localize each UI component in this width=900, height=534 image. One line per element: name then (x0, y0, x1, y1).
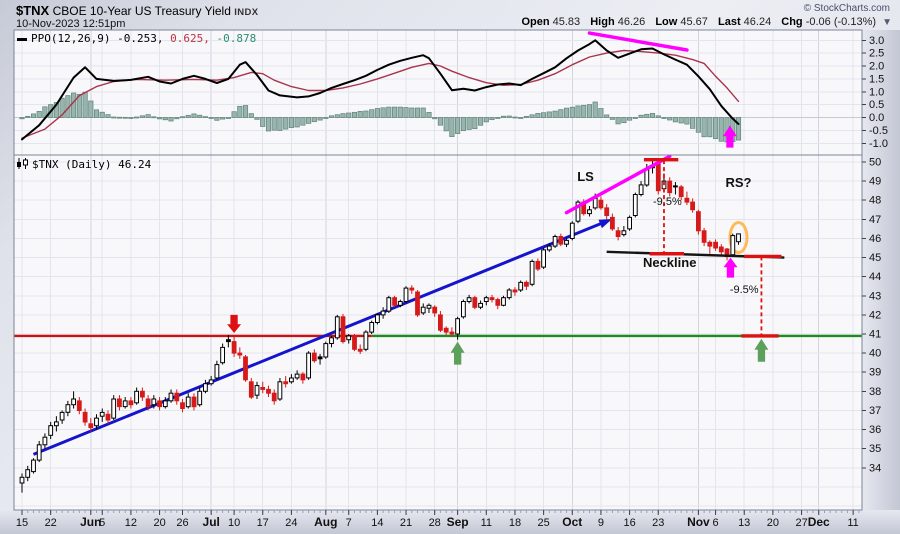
svg-text:28: 28 (429, 517, 441, 529)
ppo-hist-value: -0.878 (216, 32, 257, 45)
svg-text:Oct: Oct (562, 515, 582, 529)
svg-text:27: 27 (795, 517, 807, 529)
svg-text:7: 7 (346, 517, 352, 529)
svg-text:48: 48 (869, 195, 881, 207)
ppo-legend-name: PPO(12,26,9) (31, 32, 111, 45)
svg-text:43: 43 (869, 290, 881, 302)
svg-text:50: 50 (869, 157, 881, 169)
high-label: High (590, 16, 615, 28)
svg-text:-1.0: -1.0 (869, 138, 888, 150)
svg-text:3.0: 3.0 (869, 35, 884, 47)
svg-text:15: 15 (16, 517, 28, 529)
svg-text:Jul: Jul (203, 515, 220, 529)
chg-label: Chg (781, 16, 803, 28)
svg-text:44: 44 (869, 271, 881, 283)
ppo-signal-value: 0.625, (170, 32, 210, 45)
high-value: 46.26 (617, 16, 646, 28)
svg-text:34: 34 (869, 462, 881, 474)
svg-text:40: 40 (869, 348, 881, 360)
svg-text:0.0: 0.0 (869, 112, 884, 124)
svg-text:5: 5 (99, 517, 105, 529)
last-value: 46.24 (743, 16, 772, 28)
svg-text:12: 12 (125, 517, 137, 529)
open-value: 45.83 (552, 16, 581, 28)
svg-text:13: 13 (738, 517, 750, 529)
open-label: Open (521, 16, 550, 28)
quote-summary: Open 45.83 High 46.26 Low 45.67 Last 46.… (514, 16, 892, 28)
chevron-down-icon[interactable]: ▼ (882, 17, 892, 28)
svg-text:11: 11 (847, 517, 858, 529)
ppo-value: -0.253, (117, 32, 164, 45)
svg-text:RS?: RS? (726, 175, 752, 190)
svg-text:11: 11 (481, 517, 492, 529)
exchange-tag: INDX (234, 7, 259, 18)
svg-text:-0.5: -0.5 (869, 125, 888, 137)
svg-text:Aug: Aug (314, 515, 337, 529)
ppo-legend: PPO(12,26,9) -0.253, 0.625, -0.878 (17, 32, 256, 45)
svg-text:14: 14 (371, 517, 383, 529)
svg-text:Sep: Sep (447, 515, 469, 529)
svg-text:16: 16 (623, 517, 635, 529)
svg-text:36: 36 (869, 424, 881, 436)
last-label: Last (717, 16, 741, 28)
svg-text:41: 41 (869, 329, 881, 341)
svg-text:Jun: Jun (80, 515, 101, 529)
svg-text:25: 25 (537, 517, 549, 529)
low-value: 45.67 (680, 16, 708, 28)
svg-text:-9.5%: -9.5% (730, 284, 759, 296)
svg-text:46: 46 (869, 233, 881, 245)
svg-text:6: 6 (713, 517, 719, 529)
svg-text:22: 22 (45, 517, 57, 529)
svg-text:Dec: Dec (808, 515, 830, 529)
chart-datetime: 10-Nov-2023 12:51pm (16, 18, 126, 30)
svg-text:20: 20 (767, 517, 779, 529)
svg-text:38: 38 (869, 386, 881, 398)
chg-value: -0.06 (-0.13%) (805, 16, 877, 28)
svg-text:9: 9 (598, 517, 604, 529)
svg-text:1.5: 1.5 (869, 73, 884, 85)
svg-text:Nov: Nov (687, 515, 710, 529)
low-label: Low (655, 16, 678, 28)
svg-text:26: 26 (176, 517, 188, 529)
svg-text:20: 20 (153, 517, 165, 529)
svg-text:49: 49 (869, 176, 881, 188)
svg-text:21: 21 (400, 517, 412, 529)
candlestick-icon (17, 158, 28, 169)
svg-text:2.0: 2.0 (869, 61, 884, 73)
copyright: © StockCharts.com (803, 3, 890, 14)
svg-text:2.5: 2.5 (869, 48, 884, 60)
chart-title: $TNX CBOE 10-Year US Treasury Yield INDX (16, 3, 259, 18)
svg-text:45: 45 (869, 252, 881, 264)
symbol: $TNX (16, 3, 50, 18)
svg-text:35: 35 (869, 443, 881, 455)
svg-text:LS: LS (577, 169, 594, 184)
svg-text:39: 39 (869, 367, 881, 379)
svg-text:37: 37 (869, 405, 881, 417)
svg-text:24: 24 (285, 517, 297, 529)
svg-text:-9.5%: -9.5% (653, 196, 682, 208)
svg-text:47: 47 (869, 214, 881, 226)
svg-text:0.5: 0.5 (869, 99, 884, 111)
ppo-line-swatch-icon (17, 37, 27, 41)
svg-text:10: 10 (228, 517, 240, 529)
svg-text:1.0: 1.0 (869, 86, 884, 98)
svg-text:Neckline: Neckline (643, 255, 696, 270)
svg-text:18: 18 (509, 517, 521, 529)
symbol-description: CBOE 10-Year US Treasury Yield (52, 4, 231, 18)
price-legend-text: $TNX (Daily) 46.24 (32, 158, 152, 171)
svg-text:23: 23 (652, 517, 664, 529)
svg-text:42: 42 (869, 309, 881, 321)
svg-text:17: 17 (257, 517, 269, 529)
price-legend: $TNX (Daily) 46.24 (16, 158, 151, 171)
